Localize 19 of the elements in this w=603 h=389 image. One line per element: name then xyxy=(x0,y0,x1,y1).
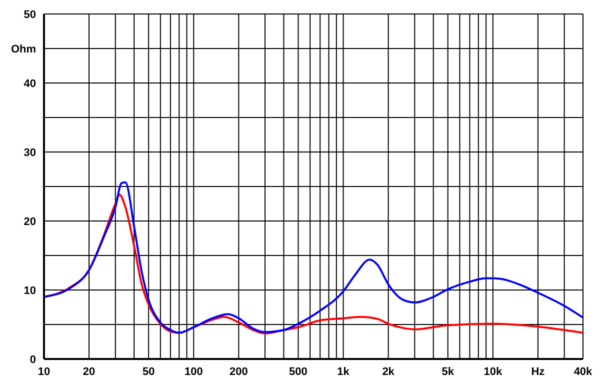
y-tick-label: 50 xyxy=(24,8,36,21)
y-tick-label: 10 xyxy=(24,284,36,297)
x-tick-label: 500 xyxy=(289,366,308,378)
y-tick-label: Ohm xyxy=(10,43,36,56)
x-tick-label: Hz xyxy=(531,366,546,378)
y-tick-label: 30 xyxy=(24,146,36,159)
y-tick-label: 0 xyxy=(30,354,36,366)
y-tick-label: 20 xyxy=(24,216,36,228)
x-tick-label: 1k xyxy=(337,366,350,378)
x-tick-label: 10 xyxy=(38,366,50,378)
y-tick-label: 40 xyxy=(24,78,36,90)
x-tick-label: 40k xyxy=(574,366,594,378)
x-tick-label: 2k xyxy=(382,366,396,378)
x-tick-label: 10k xyxy=(484,366,503,378)
x-tick-label: 200 xyxy=(230,366,248,378)
x-tick-label: 20 xyxy=(82,366,96,378)
x-tick-label: 5k xyxy=(442,366,455,378)
x-tick-label: 50 xyxy=(142,366,155,378)
x-tick-label: 100 xyxy=(184,366,203,378)
